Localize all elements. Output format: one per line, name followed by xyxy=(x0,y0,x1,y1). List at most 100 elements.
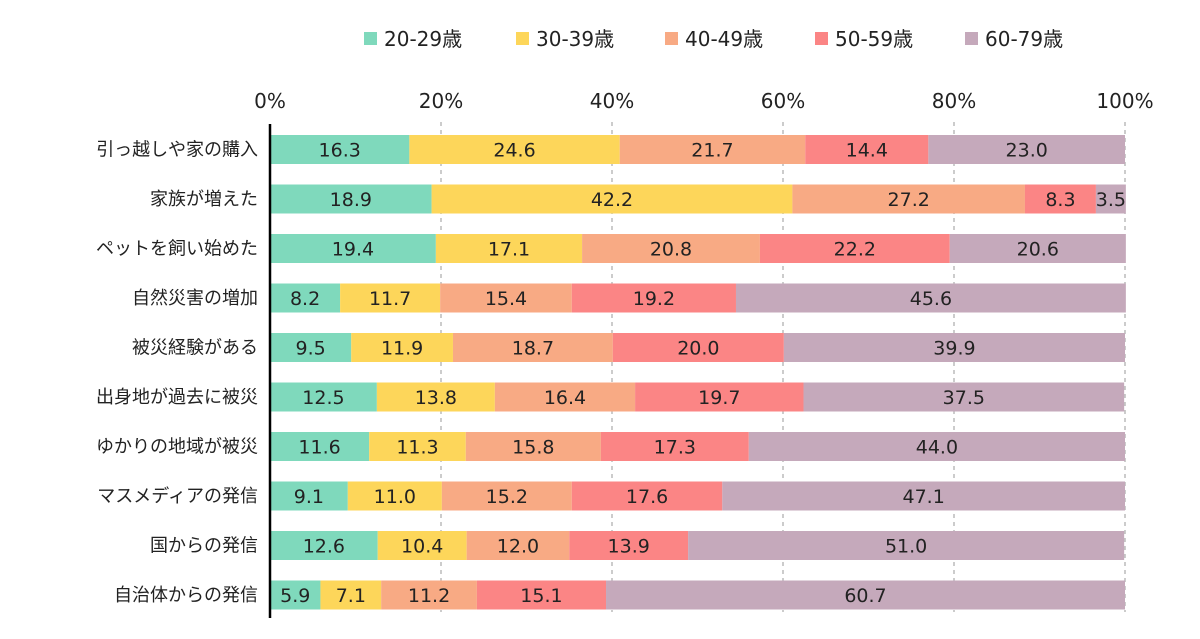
bar-segment xyxy=(792,184,1025,214)
bar-segment xyxy=(635,382,804,412)
bar-segment xyxy=(381,580,477,610)
data-label: 12.6 xyxy=(303,536,345,558)
data-label: 19.7 xyxy=(698,387,740,409)
bar-segment xyxy=(722,481,1125,511)
bar-segment xyxy=(1095,184,1126,214)
data-label: 11.7 xyxy=(369,288,411,310)
bar-segment xyxy=(600,432,749,461)
data-label: 51.0 xyxy=(885,536,927,558)
data-label: 27.2 xyxy=(888,189,930,211)
bar-segment xyxy=(320,580,382,610)
legend-label: 60-79歳 xyxy=(985,27,1063,51)
data-label: 16.3 xyxy=(319,140,361,162)
bar-segment xyxy=(340,283,441,313)
bar-segment xyxy=(759,234,950,263)
bar-segment xyxy=(803,382,1125,412)
legend: 20-29歳 30-39歳 40-49歳 50-59歳 60-79歳 xyxy=(364,27,1063,51)
data-label: 16.4 xyxy=(544,387,586,409)
data-label: 9.5 xyxy=(296,338,326,360)
bar-segment xyxy=(376,382,495,412)
bar-segment xyxy=(270,382,377,412)
data-label: 21.7 xyxy=(691,140,733,162)
data-label: 19.2 xyxy=(633,288,675,310)
data-label: 15.4 xyxy=(485,288,527,310)
legend-swatch xyxy=(965,32,978,45)
category-label: ゆかりの地域が被災 xyxy=(96,437,258,458)
category-label: 被災経験がある xyxy=(132,338,258,359)
bars: 16.3 24.6 21.7 14.4 23.0 18.9 42.2 27.2 8.3 3.5 19… xyxy=(270,135,1126,610)
data-label: 37.5 xyxy=(943,387,985,409)
bar-segment xyxy=(688,531,1125,560)
data-label: 11.9 xyxy=(381,338,423,360)
bar-segment xyxy=(465,432,601,461)
data-label: 13.9 xyxy=(608,536,650,558)
data-label: 11.6 xyxy=(298,437,340,459)
x-tick-label: 0% xyxy=(254,89,286,113)
data-label: 42.2 xyxy=(591,189,633,211)
data-label: 14.4 xyxy=(846,140,888,162)
data-label: 23.0 xyxy=(1006,140,1048,162)
legend-label: 40-49歳 xyxy=(685,27,763,51)
x-tick-label: 20% xyxy=(419,89,463,113)
data-label: 17.3 xyxy=(654,437,696,459)
category-label: マスメディアの発信 xyxy=(97,486,258,507)
legend-label: 30-39歳 xyxy=(536,27,614,51)
data-label: 5.9 xyxy=(280,585,310,607)
data-label: 7.1 xyxy=(336,585,366,607)
category-label: 自治体からの発信 xyxy=(114,585,258,606)
bar-segment xyxy=(569,531,689,560)
bar-segment xyxy=(377,531,467,560)
data-label: 15.1 xyxy=(520,585,562,607)
bar-segment xyxy=(735,283,1126,313)
data-label: 9.1 xyxy=(294,486,324,508)
data-label: 11.3 xyxy=(396,437,438,459)
x-tick-label: 80% xyxy=(932,89,976,113)
bar-segment xyxy=(805,135,929,164)
bar-segment xyxy=(441,481,572,511)
bar-segment xyxy=(369,432,466,461)
legend-swatch xyxy=(815,32,828,45)
data-label: 18.9 xyxy=(330,189,372,211)
data-label: 19.4 xyxy=(332,239,374,261)
bar-segment xyxy=(466,531,570,560)
data-label: 17.6 xyxy=(626,486,668,508)
legend-swatch xyxy=(364,32,377,45)
data-label: 47.1 xyxy=(902,486,944,508)
legend-label: 50-59歳 xyxy=(835,27,913,51)
bar-segment xyxy=(435,234,583,263)
bar-segment xyxy=(270,432,370,461)
category-label: 出身地が過去に被災 xyxy=(96,387,258,408)
category-label: 引っ越しや家の購入 xyxy=(96,140,258,161)
bar-segment xyxy=(270,135,410,164)
bar-segment xyxy=(582,234,760,263)
bar-segment xyxy=(270,580,321,610)
data-label: 45.6 xyxy=(910,288,952,310)
data-label: 11.2 xyxy=(408,585,450,607)
bar-segment xyxy=(270,333,352,362)
x-tick-label: 60% xyxy=(761,89,805,113)
category-label: 家族が増えた xyxy=(150,189,258,210)
bar-segment xyxy=(476,580,607,610)
data-label: 39.9 xyxy=(933,338,975,360)
bar-segment xyxy=(347,481,442,511)
data-label: 18.7 xyxy=(512,338,554,360)
bar-segment xyxy=(409,135,620,164)
data-label: 12.0 xyxy=(497,536,539,558)
category-labels: 引っ越しや家の購入家族が増えたペットを飼い始めた自然災害の増加被災経験がある出身… xyxy=(96,140,258,607)
bar-segment xyxy=(431,184,793,214)
x-axis-ticks: 0% 20% 40% 60% 80% 100% xyxy=(254,89,1153,113)
bar-segment xyxy=(571,481,723,511)
x-tick-label: 100% xyxy=(1096,89,1153,113)
bar-segment xyxy=(571,283,736,313)
bar-segment xyxy=(619,135,806,164)
data-label: 60.7 xyxy=(844,585,886,607)
data-label: 11.0 xyxy=(374,486,416,508)
bar-segment xyxy=(1024,184,1096,214)
bar-segment xyxy=(351,333,453,362)
data-label: 17.1 xyxy=(488,239,530,261)
data-label: 20.0 xyxy=(677,338,719,360)
data-label: 8.2 xyxy=(290,288,320,310)
data-label: 3.5 xyxy=(1096,189,1126,211)
category-label: ペットを飼い始めた xyxy=(96,239,258,260)
